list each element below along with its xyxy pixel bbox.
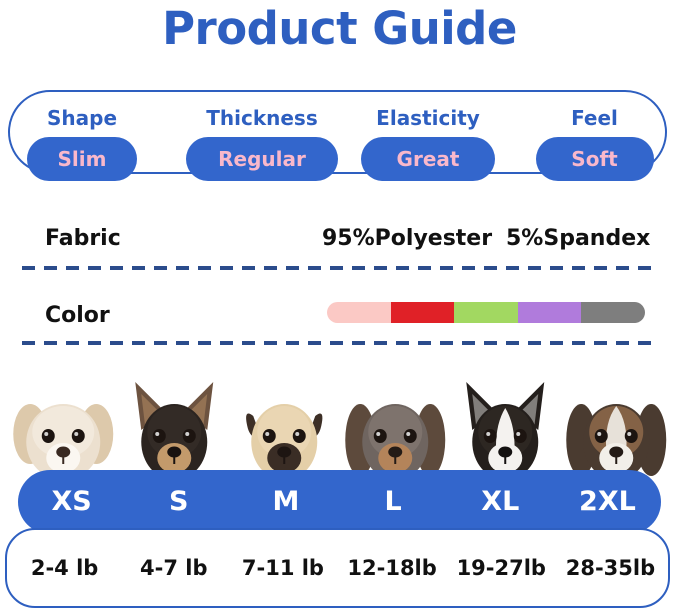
weight-cell-2xl: 28-35lb [565,556,656,580]
dog-photo-pug [229,372,340,484]
fabric-value-polyester: 95%Polyester [322,226,493,251]
attribute-label-feel: Feel [571,106,618,130]
attribute-label-thickness: Thickness [206,106,318,130]
size-cell-l[interactable]: L [384,486,402,517]
color-swatch-light-pink[interactable] [327,302,391,323]
size-cell-xl[interactable]: XL [481,486,520,517]
dog-portrait-maltese-shih-tzu [13,404,114,480]
color-swatch-gray[interactable] [581,302,645,323]
attribute-pill-feel[interactable]: Soft [535,137,654,181]
color-swatch-purple[interactable] [517,302,582,323]
fabric-label: Fabric [45,226,121,251]
weight-cell-xs: 2-4 lb [30,556,99,580]
weight-cell-m: 7-11 lb [241,556,324,580]
color-swatch-bar[interactable] [327,302,645,323]
dog-portrait-beagle [565,404,666,480]
weight-cell-l: 12-18lb [347,556,437,580]
size-cell-m[interactable]: M [272,486,300,517]
attribute-shape: Shape Slim [8,92,156,192]
dog-portrait-pug [246,404,323,480]
attribute-label-elasticity: Elasticity [376,106,480,130]
divider-after-fabric [22,266,658,270]
size-cell-s[interactable]: S [169,486,189,517]
weight-cell-s: 4-7 lb [140,556,208,580]
dog-photo-dachshund [340,372,451,484]
weights-row: 2-4 lb 4-7 lb 7-11 lb 12-18lb 19-27lb 28-35lb [10,545,665,591]
size-cell-xs[interactable]: XS [51,486,92,517]
dog-photo-beagle [561,372,672,484]
attribute-elasticity: Elasticity Great [352,92,504,192]
color-swatch-red[interactable] [390,302,455,323]
dog-portrait-chihuahua [134,382,213,480]
fabric-value-spandex: 5%Spandex [506,226,651,251]
color-label: Color [45,303,110,328]
sizes-bar: XS S M L XL 2XL [18,470,661,534]
divider-after-color [22,341,658,345]
dog-photo-maltese-shih-tzu [8,372,119,484]
attribute-feel: Feel Soft [522,92,667,192]
attribute-pill-elasticity[interactable]: Great [361,137,495,181]
dog-photo-strip [8,372,671,484]
size-cell-2xl[interactable]: 2XL [579,486,636,517]
attribute-thickness: Thickness Regular [182,92,342,192]
color-swatch-light-green[interactable] [454,302,518,323]
weights-capsule [5,528,670,608]
attribute-pill-shape[interactable]: Slim [27,137,137,181]
weight-cell-xl: 19-27lb [456,556,546,580]
page-title: Product Guide [162,2,517,55]
dog-photo-chihuahua [119,372,230,484]
dog-photo-boston-terrier [450,372,561,484]
attribute-pill-thickness[interactable]: Regular [186,137,338,181]
dog-portrait-dachshund [344,404,445,480]
dog-portrait-boston-terrier [466,382,545,480]
attribute-label-shape: Shape [46,106,118,130]
